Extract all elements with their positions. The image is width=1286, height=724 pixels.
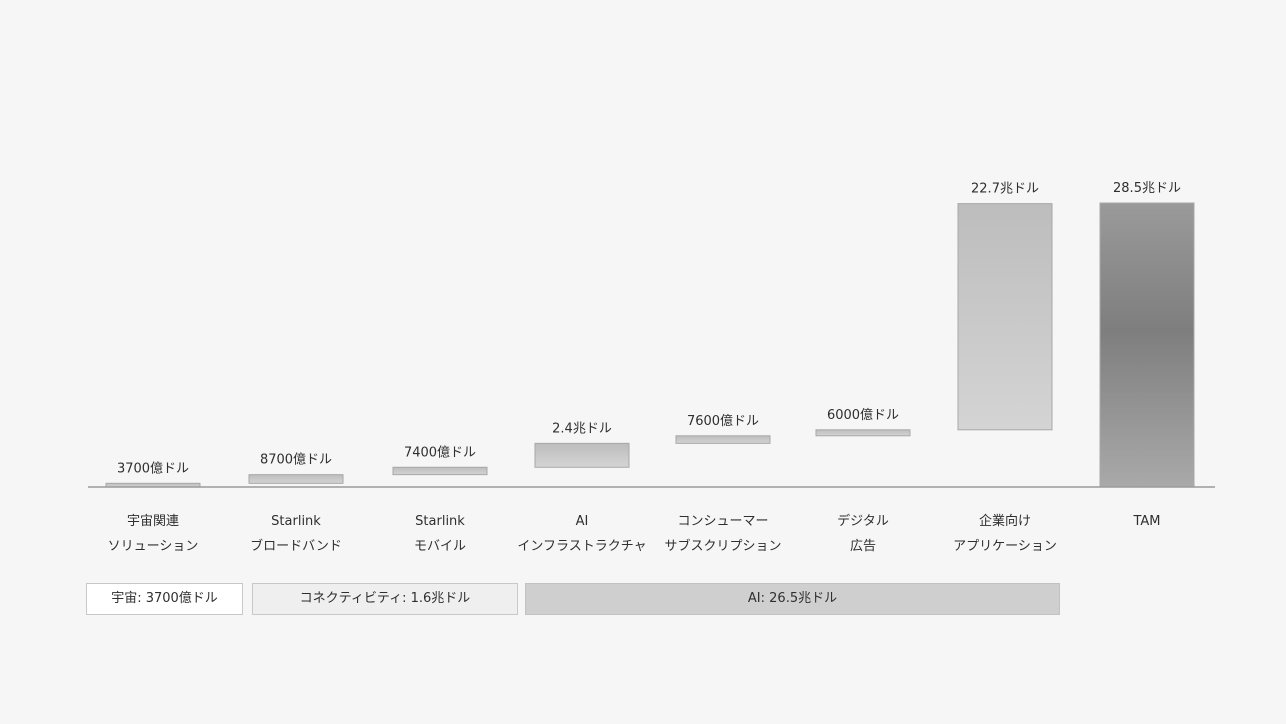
category-label-4: コンシューマーサブスクリプション: [664, 514, 781, 554]
category-label-line: AI: [576, 514, 589, 529]
category-label-line: モバイル: [414, 539, 466, 554]
bar-1: [248, 474, 344, 484]
category-label-line: 宇宙関連: [127, 514, 179, 529]
category-label-line: Starlink: [415, 514, 465, 529]
value-label-2: 7400億ドル: [404, 444, 476, 460]
value-label-0: 3700億ドル: [117, 460, 189, 476]
value-label-1: 8700億ドル: [260, 452, 332, 468]
value-label-4: 7600億ドル: [687, 413, 759, 429]
value-label-3: 2.4兆ドル: [552, 421, 612, 436]
category-label-line: アプリケーション: [953, 539, 1057, 554]
category-label-7: TAM: [1132, 514, 1160, 529]
group-band-0: 宇宙: 3700億ドル: [86, 583, 243, 615]
group-band-2: AI: 26.5兆ドル: [525, 583, 1060, 615]
category-label-6: 企業向けアプリケーション: [953, 513, 1057, 554]
value-label-6: 22.7兆ドル: [971, 182, 1039, 197]
category-label-2: Starlink モバイル: [414, 514, 466, 554]
bar-6: [957, 203, 1053, 431]
category-label-line: Starlink: [271, 514, 321, 529]
category-label-line: ソリューション: [108, 539, 199, 554]
value-label-7: 28.5兆ドル: [1113, 181, 1181, 196]
category-label-line: サブスクリプション: [664, 538, 781, 554]
bar-7: [1099, 202, 1195, 488]
bar-3: [534, 442, 630, 468]
category-label-line: ブロードバンド: [250, 538, 342, 554]
category-label-line: 企業向け: [979, 513, 1031, 529]
value-label-5: 6000億ドル: [827, 407, 899, 423]
category-label-0: 宇宙関連ソリューション: [108, 514, 199, 554]
category-label-line: コンシューマー: [677, 514, 768, 529]
category-label-line: インフラストラクチャ: [517, 539, 646, 554]
bar-5: [815, 429, 911, 437]
category-label-3: AI インフラストラクチャ: [517, 514, 646, 554]
category-label-5: デジタル広告: [837, 513, 889, 554]
bar-2: [392, 466, 488, 476]
bar-4: [675, 435, 771, 444]
category-label-line: TAM: [1132, 514, 1160, 529]
category-label-line: デジタル: [837, 513, 889, 529]
group-band-1: コネクティビティ: 1.6兆ドル: [252, 583, 518, 615]
category-label-line: 広告: [850, 539, 876, 554]
category-label-1: Starlink ブロードバンド: [250, 514, 342, 554]
